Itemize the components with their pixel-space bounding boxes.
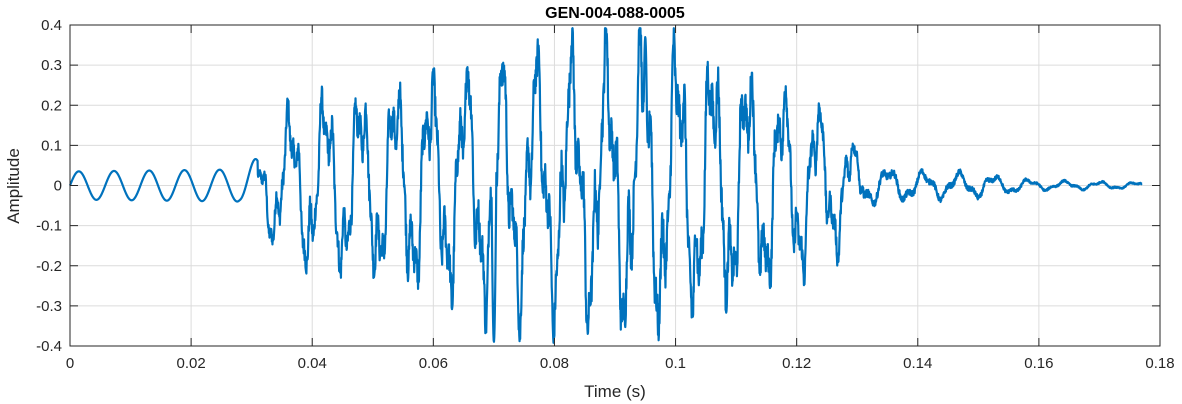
chart-title: GEN-004-088-0005 bbox=[545, 5, 685, 22]
y-tick-label: 0.1 bbox=[41, 137, 62, 154]
y-axis-label: Amplitude bbox=[4, 148, 23, 224]
x-tick-label: 0.12 bbox=[782, 355, 811, 372]
y-tick-label: 0.2 bbox=[41, 97, 62, 114]
x-tick-label: 0.06 bbox=[419, 355, 448, 372]
y-tick-label: 0.3 bbox=[41, 57, 62, 74]
x-axis-label: Time (s) bbox=[584, 382, 646, 401]
x-tick-label: 0.04 bbox=[298, 355, 327, 372]
y-tick-label: 0 bbox=[54, 178, 62, 195]
x-tick-label: 0.14 bbox=[903, 355, 932, 372]
x-tick-label: 0.16 bbox=[1024, 355, 1053, 372]
y-tick-label: -0.4 bbox=[36, 338, 62, 355]
axis-ticks bbox=[69, 24, 1161, 347]
x-tick-label: 0.02 bbox=[177, 355, 206, 372]
y-tick-label: -0.2 bbox=[36, 258, 62, 275]
y-tick-labels: -0.4 -0.3 -0.2 -0.1 0 0.1 0.2 0.3 0.4 bbox=[36, 17, 62, 355]
x-tick-label: 0.1 bbox=[665, 355, 686, 372]
waveform-line bbox=[68, 27, 1143, 344]
x-tick-label: 0 bbox=[66, 355, 74, 372]
y-tick-label: -0.1 bbox=[36, 218, 62, 235]
x-tick-labels: 0 0.02 0.04 0.06 0.08 0.1 0.12 0.14 0.16 0.18 bbox=[66, 355, 1175, 372]
x-tick-label: 0.18 bbox=[1145, 355, 1174, 372]
x-tick-label: 0.08 bbox=[540, 355, 569, 372]
y-tick-label: 0.4 bbox=[41, 17, 62, 34]
y-tick-label: -0.3 bbox=[36, 298, 62, 315]
